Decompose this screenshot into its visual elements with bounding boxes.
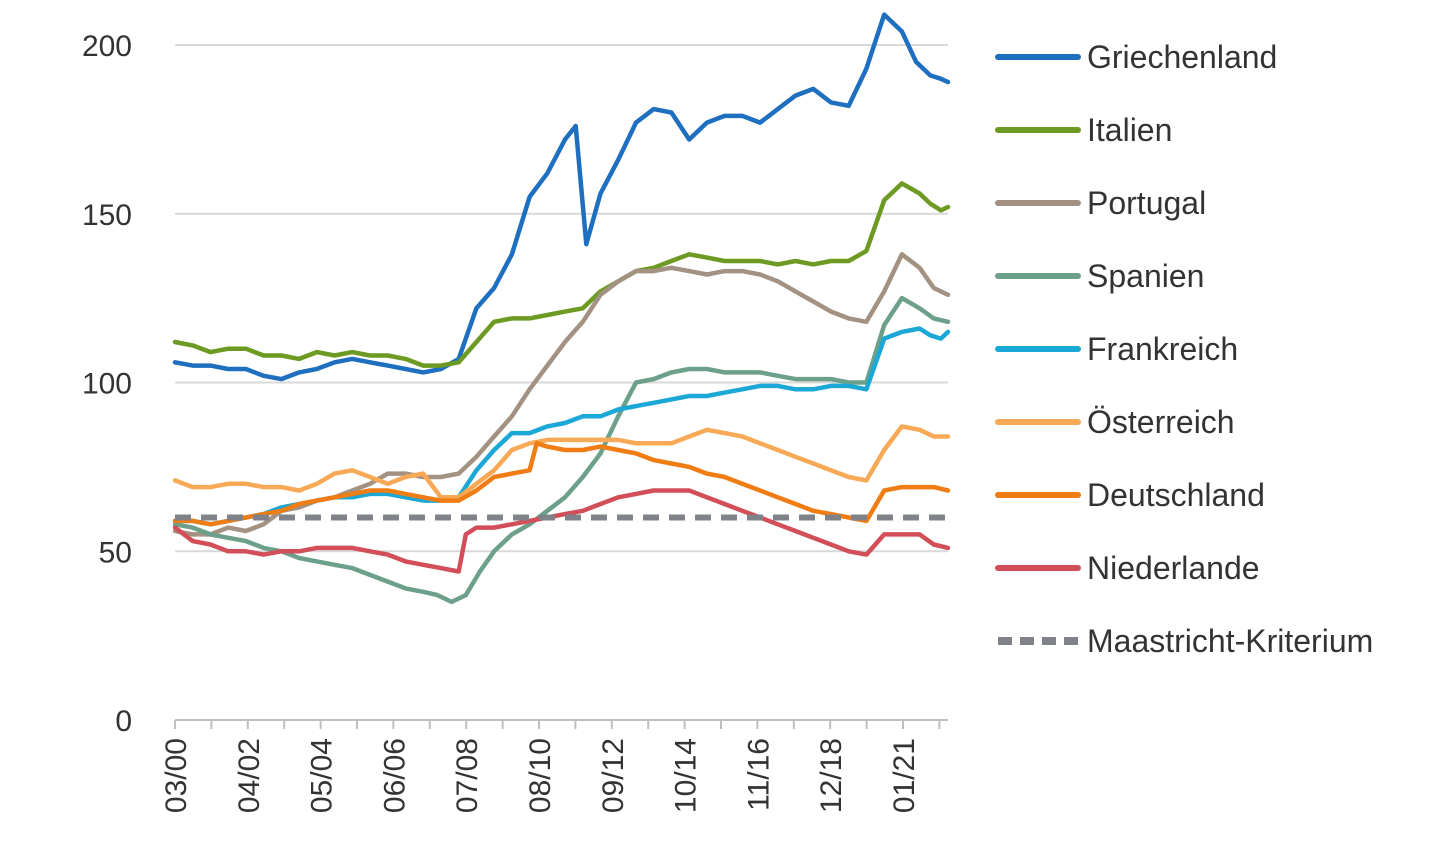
legend: Griechenland Italien Portugal Spanien Frankr… <box>995 39 1373 659</box>
y-tick-label: 0 <box>115 705 132 738</box>
legend-label-spanien: Spanien <box>1087 258 1204 294</box>
series-line-italien <box>172 181 951 368</box>
x-tick-label: 05/04 <box>306 738 339 813</box>
x-tick-label: 12/18 <box>815 738 848 813</box>
x-tick-label: 07/08 <box>451 738 484 813</box>
x-tick-label: 11/16 <box>742 738 775 811</box>
x-axis: 03/00 04/02 05/04 06/06 07/08 08/10 09/12 10/14… <box>160 719 948 813</box>
y-tick-label: 200 <box>82 30 132 63</box>
grid <box>175 44 948 553</box>
y-axis: 0 50 100 150 200 <box>82 30 132 738</box>
legend-label-frankreich: Frankreich <box>1087 331 1238 367</box>
x-tick-label: 10/14 <box>670 738 703 813</box>
legend-label-deutschland: Deutschland <box>1087 477 1265 513</box>
y-tick-label: 100 <box>82 368 132 401</box>
x-tick-label: 03/00 <box>160 738 193 813</box>
legend-label-oesterreich: Österreich <box>1087 404 1235 440</box>
y-tick-label: 150 <box>82 199 132 232</box>
series-line-portugal <box>172 252 951 537</box>
x-tick-label: 04/02 <box>233 738 266 813</box>
x-tick-label: 08/10 <box>524 738 557 813</box>
legend-label-portugal: Portugal <box>1087 185 1206 221</box>
series-line-niederlande <box>172 488 951 574</box>
x-tick-label: 09/12 <box>597 738 630 813</box>
series-line-spanien <box>172 295 951 605</box>
legend-label-maastricht-kriterium: Maastricht-Kriterium <box>1087 623 1373 659</box>
y-tick-label: 50 <box>99 536 132 569</box>
series-line-deutschland <box>172 441 951 527</box>
legend-label-niederlande: Niederlande <box>1087 550 1260 586</box>
legend-label-italien: Italien <box>1087 112 1172 148</box>
x-tick-label: 01/21 <box>888 738 921 813</box>
plot-area <box>172 12 951 605</box>
x-tick-label: 06/06 <box>378 738 411 813</box>
legend-label-griechenland: Griechenland <box>1087 39 1277 75</box>
series-line-oesterreich <box>172 424 951 500</box>
series-line-griechenland <box>172 12 951 382</box>
